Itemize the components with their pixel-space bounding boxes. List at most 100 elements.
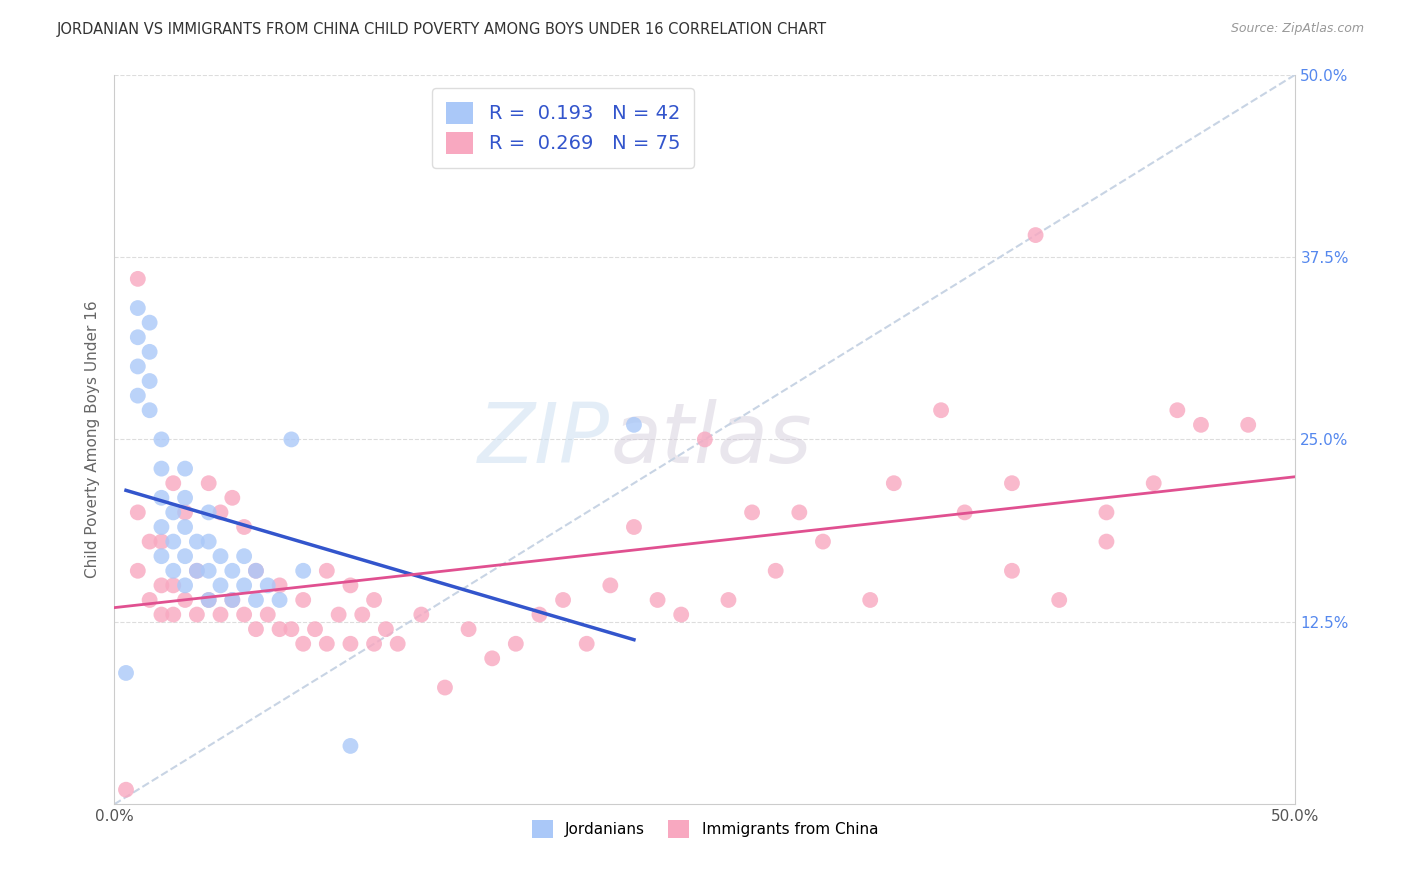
Point [233,549,256,564]
Point [162,564,184,578]
Point [693,433,716,447]
Point [1001,476,1024,491]
Legend: Jordanians, Immigrants from China: Jordanians, Immigrants from China [526,814,884,844]
Point [529,607,551,622]
Point [209,505,232,519]
Point [741,505,763,519]
Point [245,593,267,607]
Point [765,564,787,578]
Point [138,374,160,388]
Point [352,607,374,622]
Point [623,417,645,432]
Point [233,578,256,592]
Point [1095,505,1118,519]
Point [575,637,598,651]
Point [623,520,645,534]
Point [269,578,291,592]
Point [292,564,315,578]
Point [269,593,291,607]
Point [150,534,173,549]
Point [115,665,138,680]
Point [186,607,208,622]
Point [280,622,302,636]
Point [363,593,385,607]
Point [127,505,149,519]
Point [221,593,243,607]
Point [363,637,385,651]
Point [150,520,173,534]
Point [150,607,173,622]
Point [115,782,138,797]
Point [162,505,184,519]
Point [669,607,692,622]
Point [174,520,197,534]
Point [481,651,503,665]
Point [1143,476,1166,491]
Point [174,491,197,505]
Point [457,622,479,636]
Point [174,505,197,519]
Point [599,578,621,592]
Point [1237,417,1260,432]
Point [162,607,184,622]
Point [374,622,396,636]
Point [197,505,219,519]
Text: ZIP: ZIP [478,399,610,480]
Point [209,607,232,622]
Point [339,739,361,753]
Point [127,564,149,578]
Point [150,433,173,447]
Point [138,534,160,549]
Point [197,593,219,607]
Point [127,301,149,315]
Point [174,461,197,475]
Point [411,607,433,622]
Point [138,344,160,359]
Text: JORDANIAN VS IMMIGRANTS FROM CHINA CHILD POVERTY AMONG BOYS UNDER 16 CORRELATION: JORDANIAN VS IMMIGRANTS FROM CHINA CHILD… [56,22,827,37]
Point [127,330,149,344]
Point [197,593,219,607]
Point [209,549,232,564]
Point [150,461,173,475]
Point [551,593,574,607]
Point [953,505,976,519]
Point [127,359,149,374]
Point [162,476,184,491]
Point [127,272,149,286]
Point [150,549,173,564]
Point [292,593,315,607]
Point [197,534,219,549]
Point [315,637,337,651]
Point [811,534,834,549]
Point [197,564,219,578]
Point [150,578,173,592]
Text: atlas: atlas [610,399,811,480]
Point [1001,564,1024,578]
Point [1189,417,1212,432]
Point [174,593,197,607]
Point [221,564,243,578]
Point [162,578,184,592]
Point [197,476,219,491]
Point [1095,534,1118,549]
Point [304,622,326,636]
Point [328,607,350,622]
Point [505,637,527,651]
Point [387,637,409,651]
Point [1166,403,1188,417]
Point [221,593,243,607]
Point [883,476,905,491]
Point [1025,228,1047,243]
Y-axis label: Child Poverty Among Boys Under 16: Child Poverty Among Boys Under 16 [86,301,100,578]
Point [256,578,278,592]
Point [186,534,208,549]
Point [717,593,740,607]
Point [162,534,184,549]
Point [221,491,243,505]
Point [256,607,278,622]
Point [209,578,232,592]
Point [174,578,197,592]
Point [339,637,361,651]
Point [789,505,811,519]
Point [150,491,173,505]
